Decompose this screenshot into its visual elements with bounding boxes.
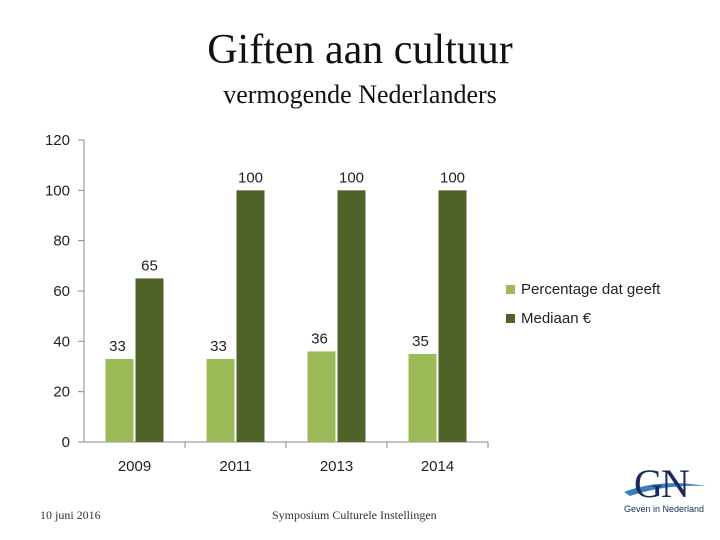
chart-title: Giften aan cultuur	[207, 27, 513, 73]
data-label: 100	[440, 169, 465, 186]
data-label: 100	[339, 169, 364, 186]
legend-label: Percentage dat geeft	[521, 281, 661, 298]
bar-percentage	[307, 351, 336, 442]
chart-subtitle: vermogende Nederlanders	[223, 80, 497, 109]
data-label: 65	[141, 257, 158, 274]
y-tick-label: 100	[45, 182, 70, 199]
footer-date: 10 juni 2016	[40, 508, 101, 522]
bar-chart: 0 20 40 60 80 100 120 33 65 2009 33 100 2011 36 100 201…	[45, 132, 661, 475]
bar-percentage	[408, 353, 437, 442]
x-tick-label: 2009	[118, 458, 151, 475]
data-label: 33	[109, 338, 126, 355]
y-tick-label: 20	[53, 384, 70, 401]
footer-event: Symposium Culturele Instellingen	[272, 508, 437, 522]
bar-percentage	[105, 358, 134, 442]
data-label: 100	[238, 169, 263, 186]
y-tick-label: 40	[53, 333, 70, 350]
data-label: 33	[210, 338, 227, 355]
legend-swatch	[506, 314, 515, 323]
y-tick-label: 80	[53, 233, 70, 250]
y-tick-label: 120	[45, 132, 70, 149]
bar-mediaan	[438, 190, 467, 442]
logo-swoosh-icon	[624, 483, 706, 496]
bar-mediaan	[236, 190, 265, 442]
y-tick-label: 60	[53, 283, 70, 300]
logo-tagline: Geven in Nederland	[624, 504, 705, 514]
logo-letters: GN	[634, 461, 690, 506]
legend-swatch	[506, 285, 515, 294]
data-label: 35	[412, 333, 429, 350]
bar-mediaan	[135, 278, 164, 442]
x-tick-label: 2011	[219, 458, 251, 475]
x-tick-label: 2014	[421, 458, 454, 475]
bar-mediaan	[337, 190, 366, 442]
bar-percentage	[206, 358, 235, 442]
legend-label: Mediaan €	[521, 310, 592, 327]
gn-logo: GN Geven in Nederland	[620, 458, 710, 518]
x-tick-label: 2013	[320, 458, 353, 475]
data-label: 36	[311, 330, 328, 347]
y-tick-label: 0	[62, 434, 70, 451]
